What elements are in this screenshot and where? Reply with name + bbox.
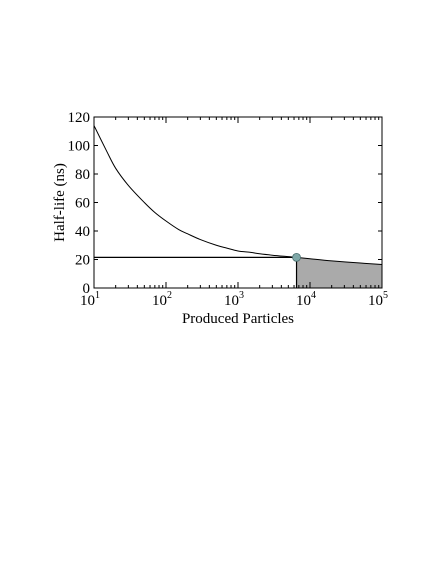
y-tick-label: 120 — [68, 110, 91, 126]
y-tick-label: 80 — [75, 167, 90, 183]
x-axis-ticks: 101 102 103 104 105 — [80, 117, 388, 309]
highlight-guides-layer — [94, 256, 298, 288]
y-axis-label: Half-life (ns) — [52, 163, 68, 242]
y-axis-ticks: 0 20 40 60 80 100 120 — [68, 110, 382, 297]
x-tick-label: 103 — [224, 290, 244, 309]
shaded-region-layer — [296, 257, 382, 288]
x-tick-label: 102 — [152, 290, 172, 309]
x-tick-label: 104 — [296, 290, 316, 309]
highlight-point-marker — [292, 252, 301, 262]
y-tick-label: 60 — [75, 196, 90, 212]
shaded-area — [296, 257, 382, 288]
y-tick-label: 40 — [75, 224, 90, 240]
x-axis-label: Produced Particles — [182, 311, 294, 327]
y-tick-label: 20 — [75, 253, 90, 269]
x-tick-label: 101 — [80, 290, 100, 309]
y-tick-label: 100 — [68, 139, 91, 155]
marker-layer — [292, 252, 301, 262]
y-tick-label: 0 — [83, 281, 91, 297]
series-line — [93, 125, 383, 265]
x-tick-label: 105 — [368, 290, 388, 309]
series-layer — [93, 125, 383, 265]
